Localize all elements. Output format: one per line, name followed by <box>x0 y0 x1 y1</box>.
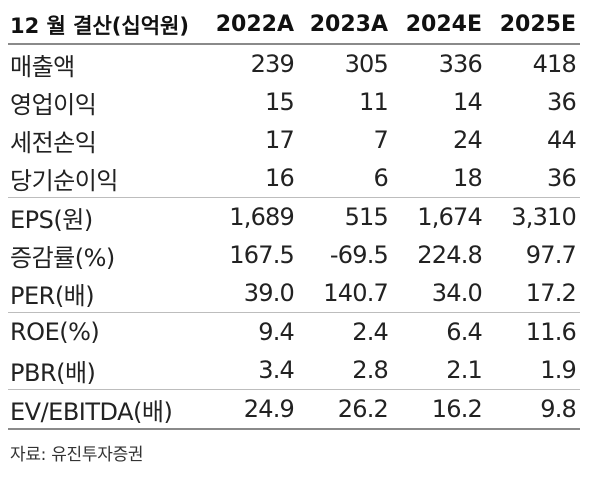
table-body: 매출액 239 305 336 418 영업이익 15 11 14 36 세전손… <box>8 44 580 430</box>
cell-value: 2.1 <box>392 351 486 390</box>
cell-value: 15 <box>265 88 295 116</box>
row-label: 당기순이익 <box>8 159 204 198</box>
row-label: 증감률(%) <box>10 243 115 272</box>
cell-value: 1,689 <box>229 203 295 231</box>
cell-value: 36 <box>547 88 577 116</box>
cell-value: 2.4 <box>352 318 389 346</box>
cell-value: 2.8 <box>298 351 392 390</box>
cell-value: 7 <box>373 126 389 154</box>
cell-value: 224.8 <box>417 241 483 269</box>
cell-value: 16 <box>204 159 298 198</box>
row-label: PBR(배) <box>8 351 204 390</box>
source-note: 자료: 유진투자증권 <box>10 445 144 465</box>
row-revenue: 매출액 239 305 336 418 <box>8 44 580 83</box>
cell-value: 305 <box>344 50 389 78</box>
row-label: 매출액 <box>10 52 75 81</box>
cell-value: 97.7 <box>525 241 577 269</box>
row-label: 영업이익 <box>10 90 97 119</box>
cell-value: 9.8 <box>486 389 580 430</box>
header-row: 12 월 결산(십억원) 2022A 2023A 2024E 2025E <box>8 6 580 45</box>
cell-value: 36 <box>486 159 580 198</box>
header-label: 12 월 결산(십억원) <box>8 6 204 45</box>
cell-value: 1.9 <box>486 351 580 390</box>
cell-value: 336 <box>438 50 483 78</box>
cell-value: 9.4 <box>258 318 295 346</box>
header-year-2023a: 2023A <box>298 6 392 45</box>
cell-value: 6.4 <box>446 318 483 346</box>
row-roe: ROE(%) 9.4 2.4 6.4 11.6 <box>8 313 580 352</box>
cell-value: -69.5 <box>329 241 389 269</box>
header-year-2024e: 2024E <box>392 6 486 45</box>
row-net-income: 당기순이익 16 6 18 36 <box>8 159 580 198</box>
cell-value: 17 <box>265 126 295 154</box>
row-label: PER(배) <box>8 274 204 313</box>
cell-value: 3,310 <box>511 203 577 231</box>
cell-value: 24.9 <box>204 389 298 430</box>
cell-value: 11.6 <box>525 318 577 346</box>
row-eps: EPS(원) 1,689 515 1,674 3,310 <box>8 198 580 237</box>
cell-value: 515 <box>344 203 389 231</box>
cell-value: 14 <box>453 88 483 116</box>
row-label: EV/EBITDA(배) <box>8 389 204 430</box>
row-per: PER(배) 39.0 140.7 34.0 17.2 <box>8 274 580 313</box>
cell-value: 1,674 <box>417 203 483 231</box>
cell-value: 39.0 <box>204 274 298 313</box>
cell-value: 418 <box>532 50 577 78</box>
cell-value: 18 <box>392 159 486 198</box>
row-growth-rate: 증감률(%) 167.5 -69.5 224.8 97.7 <box>8 236 580 274</box>
cell-value: 24 <box>453 126 483 154</box>
row-label: ROE(%) <box>10 318 100 346</box>
row-pretax-income: 세전손익 17 7 24 44 <box>8 121 580 159</box>
cell-value: 167.5 <box>229 241 295 269</box>
cell-value: 3.4 <box>204 351 298 390</box>
cell-value: 26.2 <box>298 389 392 430</box>
row-label: 세전손익 <box>10 128 97 157</box>
row-operating-income: 영업이익 15 11 14 36 <box>8 83 580 121</box>
row-ev-ebitda: EV/EBITDA(배) 24.9 26.2 16.2 9.8 <box>8 389 580 430</box>
cell-value: 6 <box>298 159 392 198</box>
row-label: EPS(원) <box>10 205 93 234</box>
cell-value: 34.0 <box>392 274 486 313</box>
cell-value: 44 <box>547 126 577 154</box>
row-pbr: PBR(배) 3.4 2.8 2.1 1.9 <box>8 351 580 390</box>
cell-value: 239 <box>250 50 295 78</box>
cell-value: 140.7 <box>298 274 392 313</box>
table-header: 12 월 결산(십억원) 2022A 2023A 2024E 2025E <box>8 6 580 45</box>
header-year-2025e: 2025E <box>486 6 580 45</box>
cell-value: 11 <box>359 88 389 116</box>
cell-value: 16.2 <box>392 389 486 430</box>
financial-summary-table: 12 월 결산(십억원) 2022A 2023A 2024E 2025E 매출액… <box>8 6 580 430</box>
header-year-2022a: 2022A <box>204 6 298 45</box>
cell-value: 17.2 <box>486 274 580 313</box>
